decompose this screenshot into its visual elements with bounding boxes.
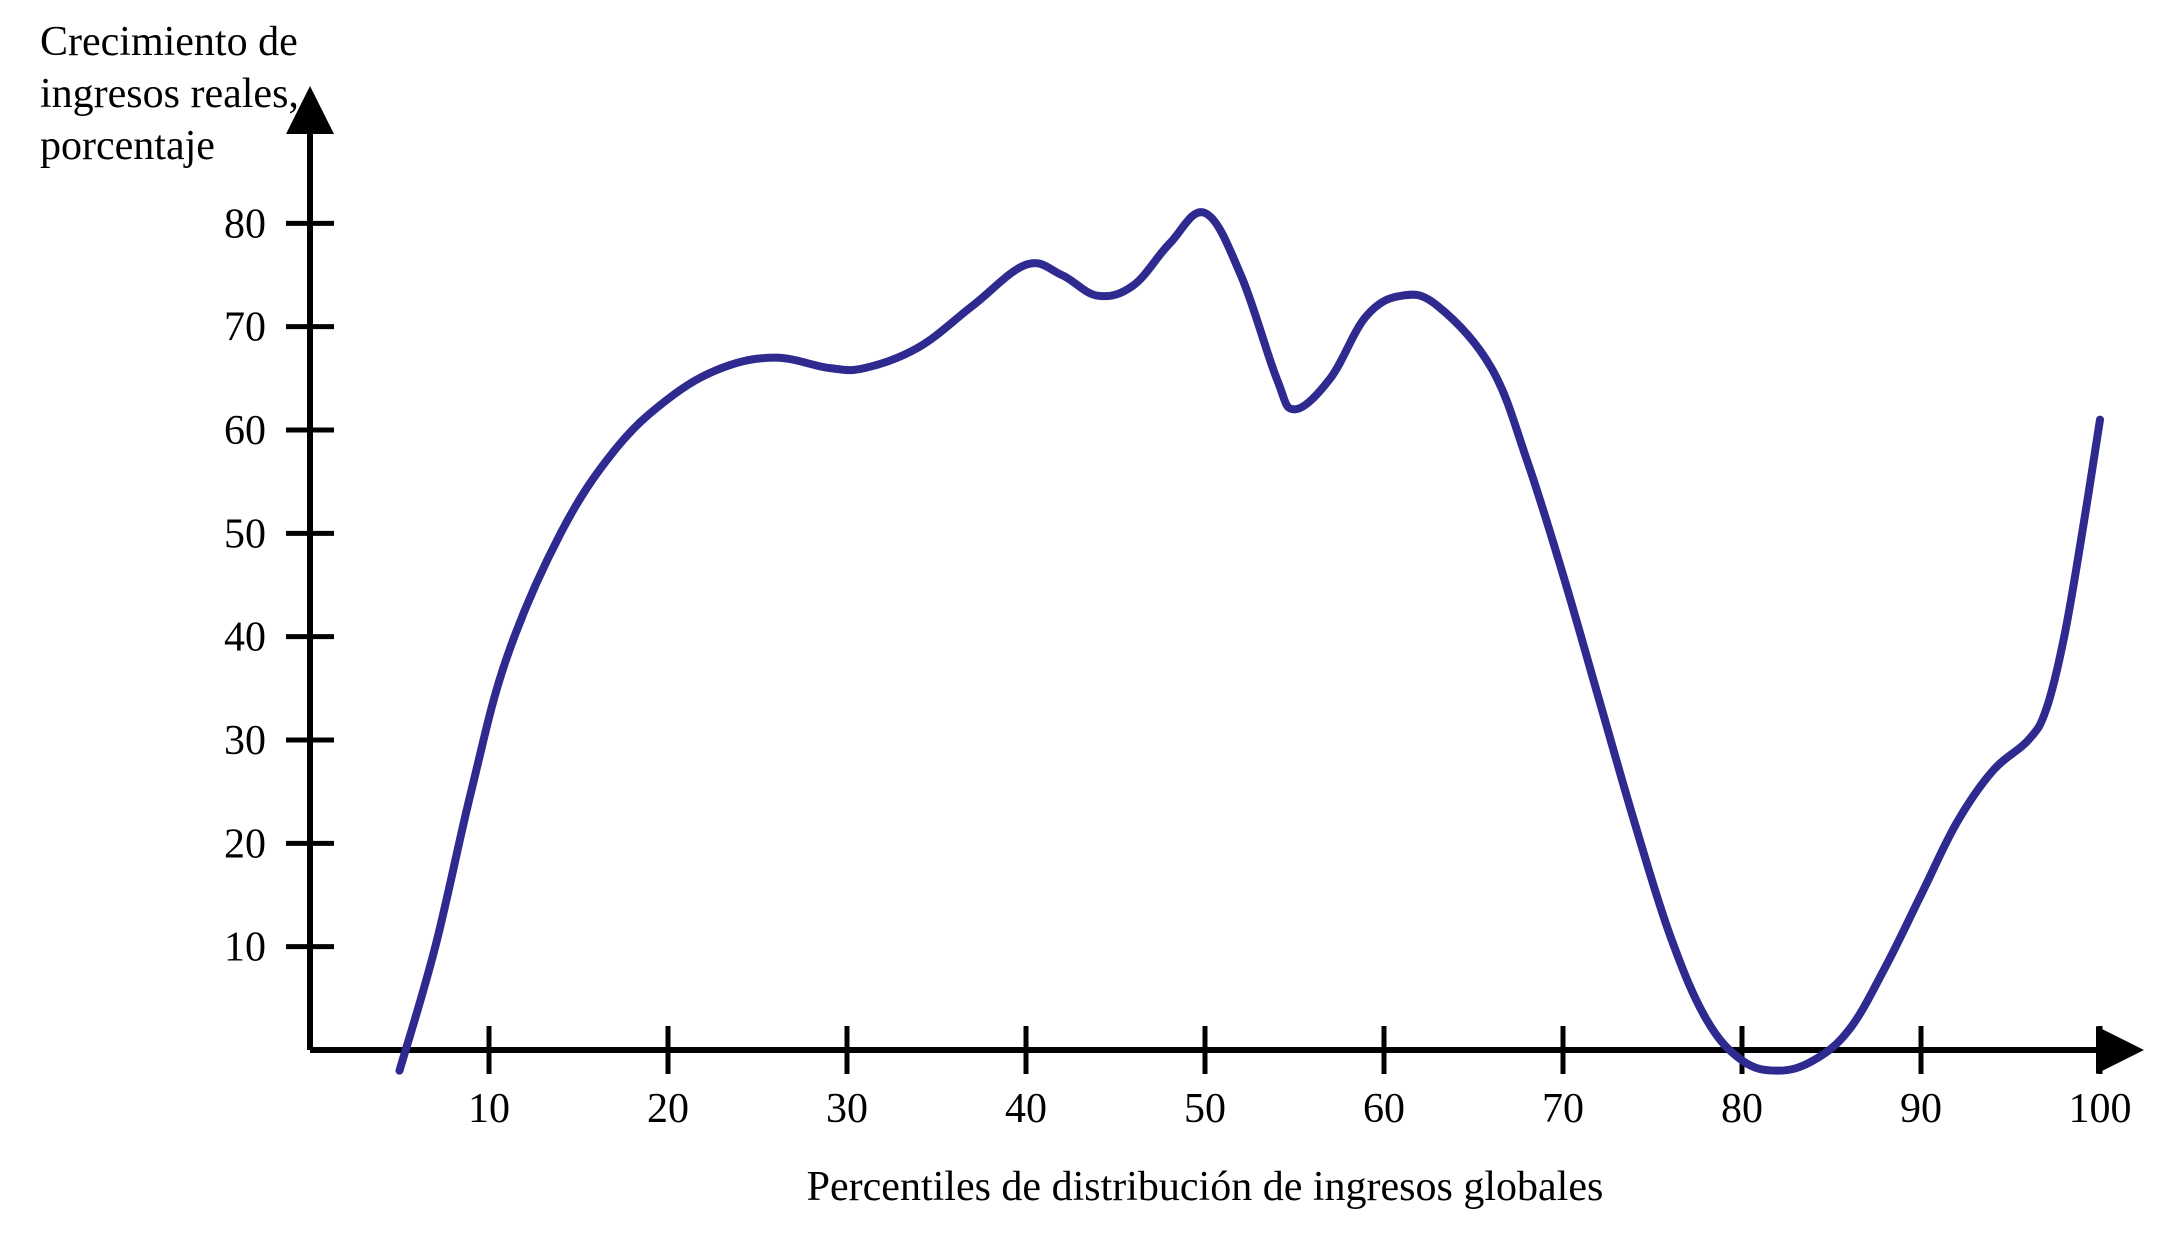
x-axis-label: Percentiles de distribución de ingresos … xyxy=(807,1164,1604,1210)
x-tick-label: 100 xyxy=(2069,1086,2132,1132)
chart-background xyxy=(0,0,2161,1240)
x-tick-label: 20 xyxy=(647,1086,689,1132)
x-tick-label: 70 xyxy=(1542,1086,1584,1132)
x-tick-label: 50 xyxy=(1184,1086,1226,1132)
chart-svg: 10 20 30 40 50 60 70 80 10 20 30 40 50 60 70 80 90 100 Per… xyxy=(0,0,2161,1240)
y-axis-title-line: porcentaje xyxy=(40,123,215,169)
y-axis-title-line: ingresos reales, xyxy=(40,71,299,117)
x-tick-label: 10 xyxy=(468,1086,510,1132)
y-tick-label: 30 xyxy=(224,718,266,764)
y-tick-label: 20 xyxy=(224,821,266,867)
y-tick-label: 80 xyxy=(224,201,266,247)
x-tick-label: 40 xyxy=(1005,1086,1047,1132)
x-tick-label: 30 xyxy=(826,1086,868,1132)
y-tick-label: 40 xyxy=(224,615,266,661)
x-tick-label: 60 xyxy=(1363,1086,1405,1132)
y-axis-title-line: Crecimiento de xyxy=(40,19,298,65)
x-tick-label: 90 xyxy=(1900,1086,1942,1132)
y-tick-label: 60 xyxy=(224,408,266,454)
y-tick-label: 50 xyxy=(224,511,266,557)
y-tick-label: 10 xyxy=(224,925,266,971)
y-tick-label: 70 xyxy=(224,305,266,351)
x-tick-label: 80 xyxy=(1721,1086,1763,1132)
elephant-curve-chart: 10 20 30 40 50 60 70 80 10 20 30 40 50 60 70 80 90 100 Per… xyxy=(0,0,2161,1240)
